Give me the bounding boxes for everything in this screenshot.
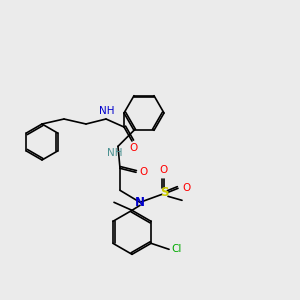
Text: O: O [139, 167, 147, 177]
Text: O: O [130, 143, 138, 153]
Text: NH: NH [99, 106, 115, 116]
Text: O: O [182, 183, 190, 193]
Text: Cl: Cl [171, 244, 181, 254]
Text: N: N [135, 196, 145, 209]
Text: O: O [160, 165, 168, 175]
Text: NH: NH [107, 148, 123, 158]
Text: S: S [160, 186, 168, 199]
